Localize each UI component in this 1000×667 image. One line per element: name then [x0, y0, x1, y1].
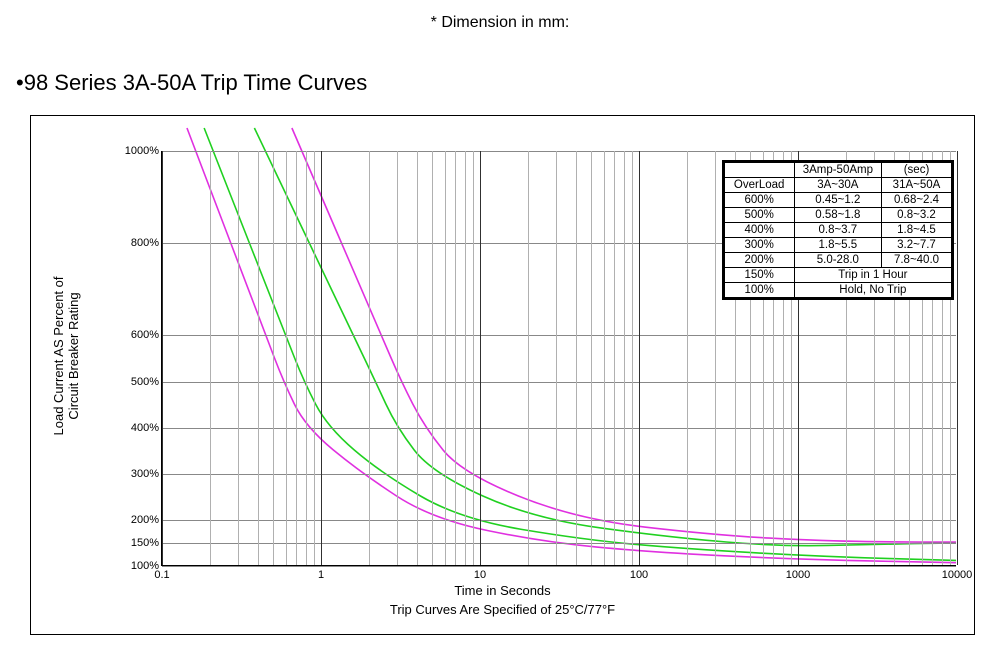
x-axis-label: Time in Seconds	[454, 583, 550, 598]
y-tick-label: 600%	[131, 329, 162, 341]
table-cell: 0.68~2.4	[882, 193, 952, 208]
x-gridline-minor	[715, 151, 716, 565]
x-tick-label: 10	[474, 565, 486, 581]
y-gridline	[162, 428, 956, 429]
x-tick-label: 10000	[942, 565, 973, 581]
y-gridline	[162, 520, 956, 521]
x-gridline-minor	[258, 151, 259, 565]
table-column-header: 3A~30A	[794, 178, 881, 193]
table-cell-merged: Hold, No Trip	[794, 283, 951, 298]
x-gridline-minor	[210, 151, 211, 565]
table-row: 400%0.8~3.71.8~4.5	[724, 223, 951, 238]
table-cell: 5.0-28.0	[794, 253, 881, 268]
x-gridline-minor	[632, 151, 633, 565]
x-gridline-minor	[576, 151, 577, 565]
x-tick-label: 1000	[786, 565, 810, 581]
y-gridline	[162, 474, 956, 475]
x-gridline-minor	[273, 151, 274, 565]
x-gridline-minor	[369, 151, 370, 565]
x-gridline-major	[321, 151, 322, 565]
x-gridline-minor	[306, 151, 307, 565]
x-gridline-minor	[314, 151, 315, 565]
x-tick-label: 1	[318, 565, 324, 581]
x-gridline-minor	[473, 151, 474, 565]
y-gridline	[162, 543, 956, 544]
x-gridline-minor	[556, 151, 557, 565]
table-row: 500%0.58~1.80.8~3.2	[724, 208, 951, 223]
table-cell: 0.8~3.7	[794, 223, 881, 238]
y-gridline	[162, 382, 956, 383]
table-cell: 150%	[724, 268, 794, 283]
table-cell: 500%	[724, 208, 794, 223]
table-row: 300%1.8~5.53.2~7.7	[724, 238, 951, 253]
table-column-header: OverLoad	[724, 178, 794, 193]
table-cell: 0.58~1.8	[794, 208, 881, 223]
x-gridline-minor	[624, 151, 625, 565]
x-gridline-major	[162, 151, 163, 565]
table-column-header: 31A~50A	[882, 178, 952, 193]
x-gridline-major	[957, 151, 958, 565]
table-row: 600%0.45~1.20.68~2.4	[724, 193, 951, 208]
dimension-note: * Dimension in mm:	[431, 14, 570, 32]
y-tick-label: 150%	[131, 537, 162, 549]
x-gridline-minor	[296, 151, 297, 565]
y-tick-label: 500%	[131, 376, 162, 388]
x-gridline-minor	[445, 151, 446, 565]
table-cell: 400%	[724, 223, 794, 238]
table-cell: 200%	[724, 253, 794, 268]
trip-time-table: 3Amp-50Amp(sec)OverLoad3A~30A31A~50A600%…	[722, 160, 954, 300]
y-gridline	[162, 566, 956, 567]
x-gridline-minor	[397, 151, 398, 565]
y-axis-label: Load Current AS Percent of Circuit Break…	[51, 277, 81, 436]
table-header-unit: (sec)	[882, 163, 952, 178]
x-tick-label: 100	[630, 565, 648, 581]
x-gridline-minor	[687, 151, 688, 565]
x-axis-sublabel: Trip Curves Are Specified of 25°C/77°F	[390, 602, 615, 617]
x-gridline-minor	[417, 151, 418, 565]
x-gridline-minor	[591, 151, 592, 565]
y-tick-label: 400%	[131, 422, 162, 434]
x-gridline-minor	[286, 151, 287, 565]
table-cell: 1.8~4.5	[882, 223, 952, 238]
table-cell: 0.45~1.2	[794, 193, 881, 208]
x-gridline-minor	[604, 151, 605, 565]
y-tick-label: 800%	[131, 237, 162, 249]
x-gridline-minor	[528, 151, 529, 565]
table-row: 150%Trip in 1 Hour	[724, 268, 951, 283]
table-cell: 3.2~7.7	[882, 238, 952, 253]
table-cell: 0.8~3.2	[882, 208, 952, 223]
y-label-line1: Load Current AS Percent of	[51, 277, 66, 436]
x-gridline-minor	[465, 151, 466, 565]
chart-title: •98 Series 3A-50A Trip Time Curves	[16, 70, 367, 96]
y-tick-label: 300%	[131, 468, 162, 480]
table-cell-merged: Trip in 1 Hour	[794, 268, 951, 283]
x-gridline-major	[639, 151, 640, 565]
y-tick-label: 1000%	[125, 145, 162, 157]
table-row: 100%Hold, No Trip	[724, 283, 951, 298]
x-gridline-minor	[432, 151, 433, 565]
y-label-line2: Circuit Breaker Rating	[66, 292, 81, 419]
y-gridline	[162, 151, 956, 152]
table-cell: 1.8~5.5	[794, 238, 881, 253]
table-row: 200%5.0-28.07.8~40.0	[724, 253, 951, 268]
y-tick-label: 200%	[131, 514, 162, 526]
table-header-title: 3Amp-50Amp	[794, 163, 881, 178]
x-tick-label: 0.1	[154, 565, 169, 581]
x-gridline-minor	[455, 151, 456, 565]
x-gridline-minor	[238, 151, 239, 565]
x-gridline-major	[480, 151, 481, 565]
y-gridline	[162, 335, 956, 336]
table-cell: 100%	[724, 283, 794, 298]
x-gridline-minor	[614, 151, 615, 565]
table-cell: 600%	[724, 193, 794, 208]
chart-container: Load Current AS Percent of Circuit Break…	[30, 115, 975, 635]
table-cell: 300%	[724, 238, 794, 253]
table-cell: 7.8~40.0	[882, 253, 952, 268]
